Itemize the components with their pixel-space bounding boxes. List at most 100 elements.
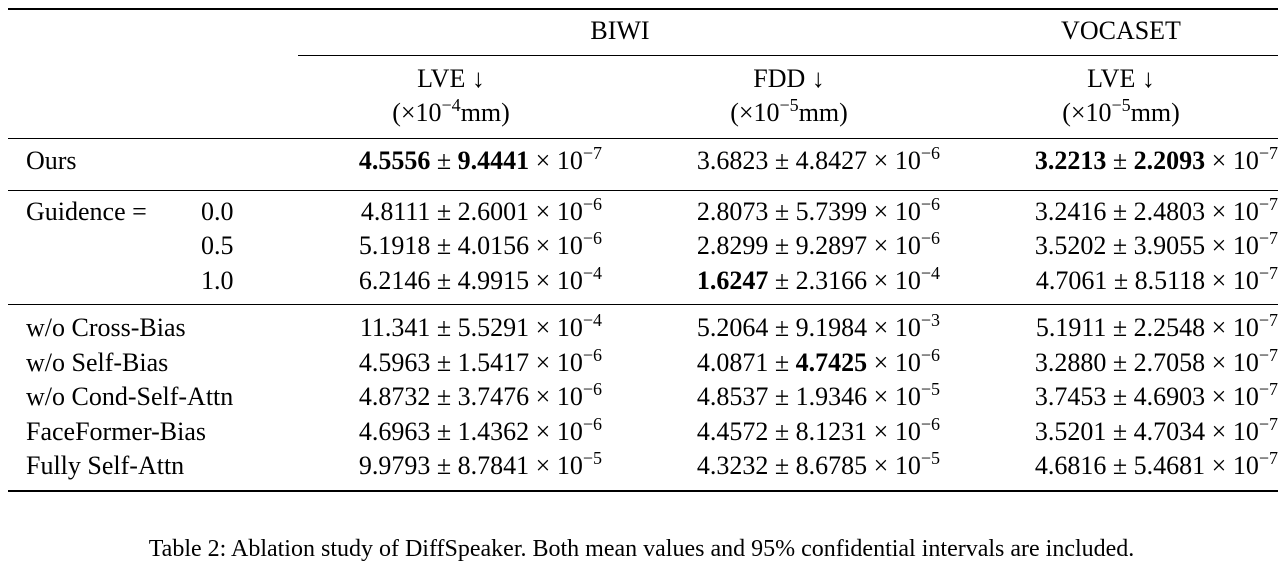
cell-mean: 4.5963	[358, 348, 431, 377]
guidance-label: Guidence =	[26, 197, 147, 226]
cell-exponent: −7	[1258, 310, 1278, 330]
group-header-vocaset: VOCASET	[1061, 16, 1181, 45]
cell-exponent: −6	[582, 379, 602, 399]
cell-ci: 9.1984	[795, 313, 868, 342]
col-header-biwi-lve: LVE ↓ (×10−4mm)	[300, 66, 602, 126]
col-metric: LVE ↓	[417, 64, 485, 93]
row-label: w/o Cross-Bias	[26, 313, 186, 342]
cell-exponent: −7	[582, 143, 602, 163]
col-header-biwi-fdd: FDD ↓ (×10−5mm)	[638, 66, 940, 126]
cell-ci: 8.1231	[795, 417, 868, 446]
cell-exponent: −7	[1258, 379, 1278, 399]
cell-ci: 1.9346	[795, 382, 868, 411]
cell-exponent: −6	[920, 414, 940, 434]
table-cell: 2.8299 ± 9.2897 × 10−6	[696, 228, 940, 260]
cell-ci: 8.5118	[1134, 266, 1206, 295]
cell-ci: 4.0156	[457, 231, 530, 260]
cell-exponent: −7	[1258, 194, 1278, 214]
header-rule	[8, 138, 1278, 139]
cell-mean: 5.2064	[696, 313, 769, 342]
table-cell: 4.8111 ± 2.6001 × 10−6	[360, 194, 602, 226]
cell-mean: 3.6823	[696, 146, 769, 175]
cell-ci: 2.7058	[1133, 348, 1206, 377]
cell-exponent: −4	[582, 310, 602, 330]
cell-mean: 3.2416	[1034, 197, 1107, 226]
bottom-rule	[8, 490, 1278, 492]
table-cell: 3.5202 ± 3.9055 × 10−7	[1034, 228, 1278, 260]
cell-exponent: −5	[582, 448, 602, 468]
col-unit: (×10−5mm)	[1062, 95, 1180, 127]
col-metric: LVE ↓	[1087, 64, 1155, 93]
cell-mean: 4.6816	[1034, 451, 1107, 480]
group-header-biwi: BIWI	[590, 16, 650, 45]
cell-ci: 3.9055	[1133, 231, 1206, 260]
col-header-vocaset-lve: LVE ↓ (×10−5mm)	[966, 66, 1276, 126]
cell-exponent: −6	[582, 194, 602, 214]
table-cell: 1.6247 ± 2.3166 × 10−4	[696, 263, 940, 295]
table-cell: 4.7061 ± 8.5118 × 10−7	[1035, 263, 1278, 295]
cell-ci: 2.4803	[1133, 197, 1206, 226]
cell-mean: 4.3232	[696, 451, 769, 480]
cell-mean: 3.5201	[1034, 417, 1107, 446]
row-label: 0.5	[201, 231, 234, 260]
table-cell: 3.6823 ± 4.8427 × 10−6	[696, 143, 940, 175]
cell-ci: 1.5417	[457, 348, 530, 377]
cell-mean: 6.2146	[358, 266, 431, 295]
cell-mean: 5.1918	[358, 231, 431, 260]
cell-exponent: −7	[1258, 263, 1278, 283]
cell-ci: 8.7841	[457, 451, 530, 480]
cell-ci: 4.8427	[795, 146, 868, 175]
cell-ci: 2.6001	[457, 197, 530, 226]
cell-ci: 4.7425	[795, 348, 868, 377]
cell-exponent: −7	[1258, 143, 1278, 163]
group-underline	[298, 55, 1278, 56]
row-label: w/o Self-Bias	[26, 348, 169, 377]
cell-exponent: −6	[582, 228, 602, 248]
row-label: Fully Self-Attn	[26, 451, 185, 480]
cell-exponent: −6	[582, 345, 602, 365]
cell-exponent: −6	[920, 143, 940, 163]
cell-exponent: −6	[920, 194, 940, 214]
cell-exponent: −7	[1258, 345, 1278, 365]
table-cell: 9.9793 ± 8.7841 × 10−5	[358, 448, 602, 480]
cell-exponent: −5	[920, 379, 940, 399]
row-label: w/o Cond-Self-Attn	[26, 382, 234, 411]
table-cell: 4.0871 ± 4.7425 × 10−6	[696, 345, 940, 377]
row-label: Ours	[26, 146, 77, 175]
col-unit: (×10−4mm)	[392, 95, 510, 127]
cell-mean: 4.0871	[696, 348, 769, 377]
cell-exponent: −3	[920, 310, 940, 330]
cell-mean: 3.5202	[1034, 231, 1107, 260]
cell-ci: 4.9915	[457, 266, 530, 295]
table-cell: 6.2146 ± 4.9915 × 10−4	[358, 263, 602, 295]
cell-ci: 9.2897	[795, 231, 868, 260]
cell-ci: 2.2093	[1133, 146, 1206, 175]
table-cell: 3.2880 ± 2.7058 × 10−7	[1034, 345, 1278, 377]
table-cell: 5.2064 ± 9.1984 × 10−3	[696, 310, 940, 342]
table-cell: 4.5963 ± 1.5417 × 10−6	[358, 345, 602, 377]
cell-ci: 2.2548	[1133, 313, 1206, 342]
table-cell: 4.8537 ± 1.9346 × 10−5	[696, 379, 940, 411]
table-cell: 4.8732 ± 3.7476 × 10−6	[358, 379, 602, 411]
cell-ci: 1.4362	[457, 417, 530, 446]
cell-exponent: −7	[1258, 228, 1278, 248]
cell-ci: 8.6785	[795, 451, 868, 480]
cell-ci: 4.7034	[1133, 417, 1206, 446]
table-cell: 11.341 ± 5.5291 × 10−4	[359, 310, 602, 342]
row-label: 1.0	[201, 266, 234, 295]
col-metric: FDD ↓	[753, 64, 825, 93]
cell-mean: 1.6247	[696, 266, 769, 295]
cell-ci: 3.7476	[457, 382, 530, 411]
table-caption: Table 2: Ablation study of DiffSpeaker. …	[148, 536, 1135, 562]
table-cell: 5.1911 ± 2.2548 × 10−7	[1035, 310, 1278, 342]
table-cell: 4.6816 ± 5.4681 × 10−7	[1034, 448, 1278, 480]
ours-rule	[8, 190, 1278, 191]
cell-exponent: −4	[920, 263, 940, 283]
cell-mean: 2.8299	[696, 231, 769, 260]
table-cell: 2.8073 ± 5.7399 × 10−6	[696, 194, 940, 226]
cell-ci: 9.4441	[457, 146, 530, 175]
cell-exponent: −6	[920, 228, 940, 248]
cell-mean: 4.4572	[696, 417, 769, 446]
table-cell: 4.3232 ± 8.6785 × 10−5	[696, 448, 940, 480]
cell-ci: 2.3166	[795, 266, 868, 295]
